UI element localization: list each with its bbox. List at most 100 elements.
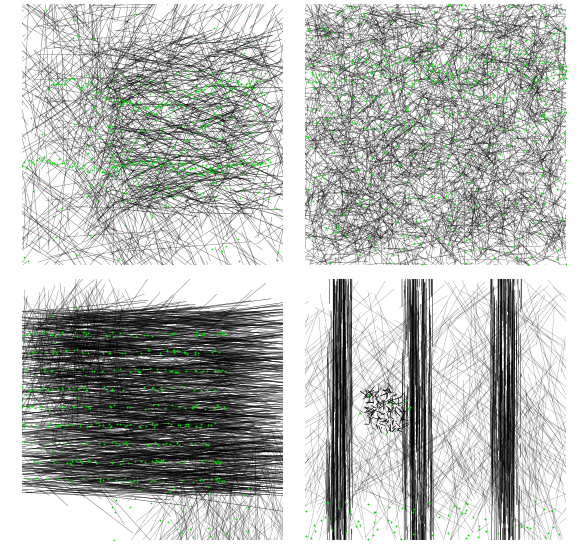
Point	[328, 127, 337, 136]
Point	[490, 44, 500, 53]
Point	[423, 45, 432, 53]
Point	[353, 517, 363, 526]
Point	[363, 19, 372, 28]
Point	[342, 231, 351, 239]
Point	[392, 218, 401, 226]
Point	[195, 169, 204, 178]
Point	[311, 73, 320, 82]
Point	[488, 57, 497, 65]
Point	[54, 421, 63, 429]
Point	[146, 498, 156, 507]
Point	[209, 24, 219, 33]
Point	[322, 25, 331, 34]
Point	[361, 54, 370, 63]
Point	[104, 420, 113, 429]
Point	[182, 164, 192, 172]
Point	[154, 100, 163, 108]
Point	[173, 102, 182, 111]
Point	[183, 135, 193, 144]
Point	[43, 85, 52, 94]
Point	[360, 8, 369, 17]
Point	[109, 73, 118, 82]
Point	[537, 170, 547, 179]
Point	[24, 348, 33, 357]
Point	[562, 108, 571, 116]
Point	[254, 116, 263, 125]
Point	[477, 41, 487, 50]
Point	[483, 142, 493, 151]
Point	[209, 193, 219, 202]
Point	[391, 160, 400, 169]
Point	[314, 101, 323, 109]
Point	[477, 220, 487, 229]
Point	[172, 439, 182, 448]
Point	[538, 109, 547, 118]
Point	[149, 382, 158, 391]
Point	[191, 94, 200, 102]
Point	[112, 164, 121, 172]
Point	[221, 528, 230, 537]
Point	[384, 503, 393, 512]
Point	[77, 164, 86, 172]
Point	[142, 158, 152, 167]
Point	[308, 177, 318, 186]
Point	[121, 422, 130, 430]
Point	[169, 187, 178, 196]
Point	[492, 98, 501, 107]
Point	[228, 160, 237, 169]
Point	[95, 70, 105, 79]
Point	[466, 152, 475, 160]
Point	[74, 392, 83, 401]
Point	[61, 347, 70, 356]
Point	[260, 159, 269, 168]
Point	[255, 165, 264, 174]
Point	[191, 422, 201, 431]
Point	[381, 88, 390, 96]
Point	[161, 98, 170, 107]
Point	[82, 438, 92, 447]
Point	[197, 123, 206, 132]
Point	[508, 64, 517, 73]
Point	[110, 162, 119, 171]
Point	[185, 130, 194, 139]
Point	[44, 385, 53, 394]
Point	[169, 345, 179, 354]
Point	[346, 4, 355, 13]
Point	[368, 153, 377, 162]
Point	[434, 513, 443, 522]
Point	[145, 156, 155, 165]
Point	[216, 458, 226, 467]
Point	[376, 120, 385, 129]
Point	[78, 82, 87, 91]
Point	[303, 132, 313, 141]
Point	[540, 505, 549, 514]
Point	[29, 187, 38, 195]
Point	[549, 28, 558, 37]
Point	[323, 497, 332, 506]
Point	[188, 532, 198, 541]
Point	[56, 447, 65, 456]
Point	[173, 346, 182, 355]
Point	[61, 474, 70, 483]
Point	[562, 24, 571, 33]
Point	[355, 201, 364, 209]
Point	[151, 456, 161, 465]
Point	[534, 52, 544, 61]
Point	[151, 459, 160, 467]
Point	[245, 71, 254, 80]
Point	[62, 156, 72, 164]
Point	[49, 337, 58, 346]
Point	[124, 183, 133, 191]
Point	[145, 163, 154, 171]
Point	[162, 160, 172, 169]
Point	[209, 108, 218, 117]
Point	[472, 186, 482, 194]
Point	[427, 60, 437, 69]
Point	[206, 421, 216, 429]
Point	[84, 455, 93, 464]
Point	[562, 66, 571, 75]
Point	[502, 89, 512, 98]
Point	[475, 115, 484, 123]
Point	[120, 83, 129, 91]
Point	[192, 94, 202, 102]
